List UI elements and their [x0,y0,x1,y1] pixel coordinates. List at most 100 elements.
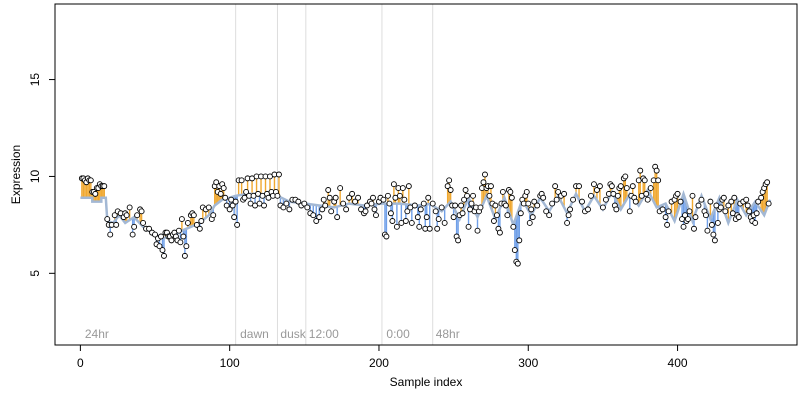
data-point [608,183,615,190]
data-point [499,188,506,195]
data-point [465,223,472,230]
data-point [383,233,390,240]
data-point [316,214,323,221]
data-point [744,202,751,209]
data-point [714,219,721,226]
y-tick-label: 10 [28,169,42,183]
data-point [295,198,302,205]
data-point [643,190,650,197]
data-point [753,210,760,217]
data-point [238,177,245,184]
data-point [399,185,406,192]
data-point [87,177,94,184]
data-point [599,204,606,211]
data-point [232,198,239,205]
annotation-label: dawn [240,327,269,341]
data-point [531,198,538,205]
data-point [565,212,572,219]
data-point [432,208,439,215]
data-point [319,206,326,213]
data-point [355,194,362,201]
data-point [722,208,729,215]
data-point [710,231,717,238]
data-point [735,214,742,221]
data-point [349,190,356,197]
data-point [420,200,427,207]
data-point [322,202,329,209]
data-point [664,221,671,228]
data-point [462,187,469,193]
data-point [414,214,421,221]
data-point [223,202,230,209]
data-point [653,167,660,174]
data-point [416,223,423,230]
data-point [384,192,391,199]
data-point [461,196,468,203]
data-point [526,219,533,226]
data-point [425,194,432,201]
data-point [140,219,147,226]
annotation-label: dusk [280,327,306,341]
data-point [411,202,418,209]
x-tick-label: 0 [77,356,84,370]
data-point [553,196,560,203]
data-point [458,202,465,209]
data-point [632,198,639,205]
data-point [178,216,185,223]
data-point [459,210,466,217]
data-point [504,212,511,219]
data-point [470,192,476,199]
data-point [579,198,585,205]
data-point [362,208,369,215]
data-point [380,196,387,203]
data-point [626,208,633,215]
data-point [243,188,250,195]
data-point [138,208,145,215]
data-point [486,192,493,199]
data-point [691,225,697,232]
data-point [177,239,184,246]
data-point [181,252,188,259]
data-point [190,212,197,219]
data-point [343,206,350,213]
data-point [310,212,317,219]
data-point [370,194,376,201]
data-point [283,200,290,207]
data-point [588,192,594,199]
y-tick-label: 15 [28,73,42,87]
data-point [686,208,693,215]
data-point [543,208,550,215]
data-point [680,223,687,230]
data-point [752,219,759,226]
data-point [629,183,636,190]
data-point [534,202,541,209]
data-point [113,221,120,228]
data-point [332,194,339,201]
data-point [695,202,702,209]
data-point [123,212,130,219]
data-point [346,194,353,201]
data-point [304,204,311,211]
data-point [229,202,236,209]
data-point [576,183,582,190]
data-point [226,206,233,213]
data-point [405,183,412,190]
data-point [758,194,765,201]
data-point [764,179,771,186]
data-point [514,260,521,267]
data-point [516,237,523,244]
data-point [452,202,459,209]
data-point [275,171,282,178]
data-point [480,179,487,186]
data-point [301,200,308,207]
data-point [152,231,158,238]
data-point [183,243,190,250]
data-point [320,196,327,203]
data-point [655,177,662,184]
data-point [593,187,600,193]
data-point [698,196,705,203]
data-point [477,204,484,211]
time-dividers [235,4,434,345]
data-point [455,237,462,244]
data-point [446,177,453,184]
